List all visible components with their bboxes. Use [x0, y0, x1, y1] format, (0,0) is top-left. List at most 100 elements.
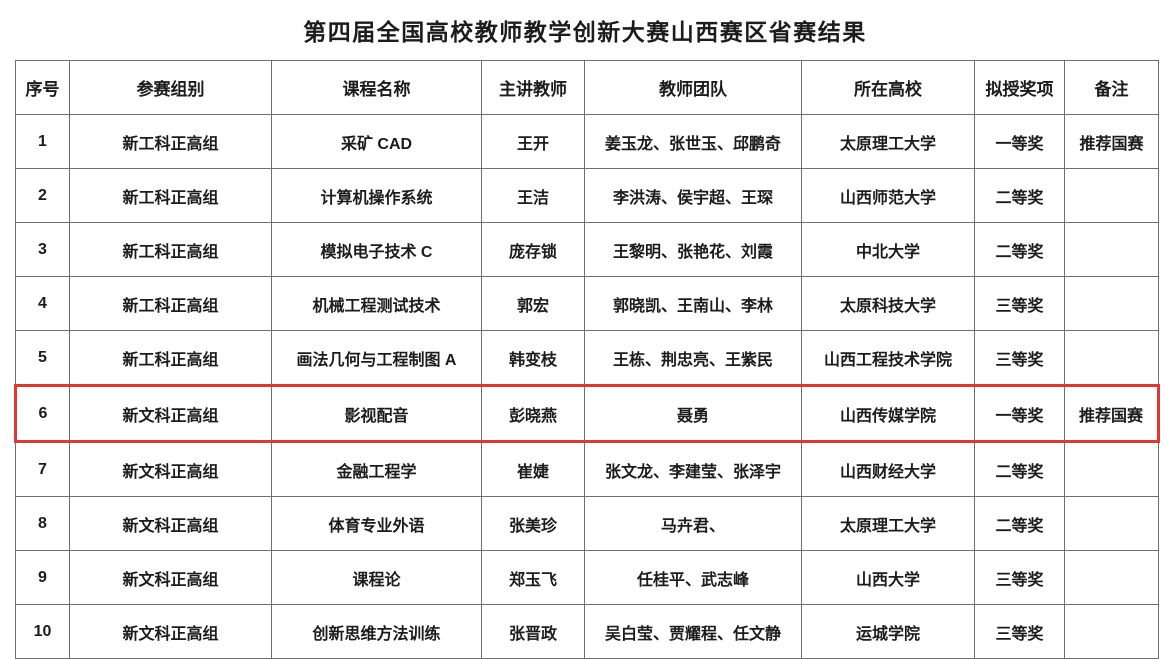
table-cell: 金融工程学: [271, 441, 482, 497]
header-cell: 序号: [15, 60, 70, 115]
table-cell: 8: [15, 496, 70, 551]
table-cell: 王开: [481, 114, 585, 169]
table-cell: 机械工程测试技术: [271, 276, 482, 331]
table-cell: [1064, 330, 1159, 386]
table-cell: 新工科正高组: [69, 168, 272, 223]
table-cell: 新工科正高组: [69, 330, 272, 386]
table-cell: 3: [15, 222, 70, 277]
table-cell: 张晋政: [481, 604, 585, 659]
table-row: 3 新工科正高组 模拟电子技术 C 庞存锁 王黎明、张艳花、刘霞 中北大学 二等奖: [15, 222, 1159, 277]
header-cell: 教师团队: [584, 60, 802, 115]
table-cell: 5: [15, 330, 70, 386]
table-cell: [1064, 276, 1159, 331]
table-cell: 课程论: [271, 550, 482, 605]
table-cell: 1: [15, 114, 70, 169]
table-cell: 一等奖: [974, 384, 1065, 443]
table-cell: 运城学院: [801, 604, 975, 659]
table-cell: 韩变枝: [481, 330, 585, 386]
table-cell: 三等奖: [974, 276, 1065, 331]
header-row: 序号 参赛组别 课程名称 主讲教师 教师团队 所在高校 拟授奖项 备注: [15, 60, 1159, 115]
header-cell: 拟授奖项: [974, 60, 1065, 115]
table-cell: 郑玉飞: [481, 550, 585, 605]
table-cell: 7: [15, 441, 70, 497]
table-cell: 体育专业外语: [271, 496, 482, 551]
table-cell: 彭晓燕: [481, 384, 585, 443]
table-cell: 三等奖: [974, 330, 1065, 386]
table-body: 1 新工科正高组 采矿 CAD 王开 姜玉龙、张世玉、邱鹏奇 太原理工大学 一等奖 推荐国赛 2…: [14, 114, 1160, 659]
table-cell: 采矿 CAD: [271, 114, 482, 169]
table-cell: 新工科正高组: [69, 222, 272, 277]
header-cell: 所在高校: [801, 60, 975, 115]
table-row: 2 新工科正高组 计算机操作系统 王洁 李洪涛、侯宇超、王琛 山西师范大学 二等奖: [15, 168, 1159, 223]
table-row: 1 新工科正高组 采矿 CAD 王开 姜玉龙、张世玉、邱鹏奇 太原理工大学 一等奖 推荐国赛: [15, 114, 1159, 169]
table-row: 9 新文科正高组 课程论 郑玉飞 任桂平、武志峰 山西大学 三等奖: [15, 550, 1159, 605]
table-cell: 山西工程技术学院: [801, 330, 975, 386]
table-cell: 中北大学: [801, 222, 975, 277]
table-cell: [1064, 550, 1159, 605]
table-cell: 模拟电子技术 C: [271, 222, 482, 277]
table-cell: 6: [14, 384, 70, 443]
table-cell: 计算机操作系统: [271, 168, 482, 223]
table-cell: [1064, 496, 1159, 551]
table-cell: 9: [15, 550, 70, 605]
table-cell: 山西大学: [801, 550, 975, 605]
table-cell: 二等奖: [974, 168, 1065, 223]
table-cell: 山西传媒学院: [801, 384, 975, 443]
table-cell: 任桂平、武志峰: [584, 550, 802, 605]
table-cell: 山西财经大学: [801, 441, 975, 497]
table-cell: 创新思维方法训练: [271, 604, 482, 659]
table-cell: 郭宏: [481, 276, 585, 331]
table-row: 4 新工科正高组 机械工程测试技术 郭宏 郭晓凯、王南山、李林 太原科技大学 三等奖: [15, 276, 1159, 331]
table-cell: 庞存锁: [481, 222, 585, 277]
table-cell: 王黎明、张艳花、刘霞: [584, 222, 802, 277]
header-cell: 主讲教师: [481, 60, 585, 115]
table-cell: 郭晓凯、王南山、李林: [584, 276, 802, 331]
table-cell: 一等奖: [974, 114, 1065, 169]
table-cell: 王洁: [481, 168, 585, 223]
table-cell: 新文科正高组: [69, 496, 272, 551]
table-cell: [1064, 222, 1159, 277]
table-cell: 王栋、荆忠亮、王紫民: [584, 330, 802, 386]
table-cell: 山西师范大学: [801, 168, 975, 223]
table-cell: 聂勇: [584, 384, 802, 443]
table-cell: 李洪涛、侯宇超、王琛: [584, 168, 802, 223]
table-row-highlighted: 6 新文科正高组 影视配音 彭晓燕 聂勇 山西传媒学院 一等奖 推荐国赛: [14, 384, 1160, 443]
table-cell: 二等奖: [974, 441, 1065, 497]
table-cell: [1064, 604, 1159, 659]
results-table: 序号 参赛组别 课程名称 主讲教师 教师团队 所在高校 拟授奖项 备注 1 新工科正高组 采矿 C…: [14, 60, 1160, 659]
table-cell: 二等奖: [974, 222, 1065, 277]
table-cell: 新文科正高组: [69, 604, 272, 659]
table-row: 8 新文科正高组 体育专业外语 张美珍 马卉君、 太原理工大学 二等奖: [15, 496, 1159, 551]
table-cell: 推荐国赛: [1064, 384, 1160, 443]
table-cell: 二等奖: [974, 496, 1065, 551]
table-cell: [1064, 441, 1159, 497]
header-cell: 参赛组别: [69, 60, 272, 115]
table-cell: 太原科技大学: [801, 276, 975, 331]
table-row: 10 新文科正高组 创新思维方法训练 张晋政 吴白莹、贾耀程、任文静 运城学院 三等奖: [15, 604, 1159, 659]
header-cell: 课程名称: [271, 60, 482, 115]
table-cell: 张美珍: [481, 496, 585, 551]
table-cell: 张文龙、李建莹、张泽宇: [584, 441, 802, 497]
table-cell: 马卉君、: [584, 496, 802, 551]
page-title: 第四届全国高校教师教学创新大赛山西赛区省赛结果: [303, 19, 867, 45]
table-cell: 新文科正高组: [69, 384, 272, 443]
table-cell: 新文科正高组: [69, 441, 272, 497]
table-cell: 崔婕: [481, 441, 585, 497]
header-cell: 备注: [1064, 60, 1159, 115]
table-cell: [1064, 168, 1159, 223]
table-cell: 吴白莹、贾耀程、任文静: [584, 604, 802, 659]
table-cell: 10: [15, 604, 70, 659]
table-row: 7 新文科正高组 金融工程学 崔婕 张文龙、李建莹、张泽宇 山西财经大学 二等奖: [15, 441, 1159, 497]
table-cell: 三等奖: [974, 604, 1065, 659]
table-cell: 4: [15, 276, 70, 331]
table-cell: 画法几何与工程制图 A: [271, 330, 482, 386]
table-cell: 太原理工大学: [801, 114, 975, 169]
table-cell: 太原理工大学: [801, 496, 975, 551]
table-cell: 姜玉龙、张世玉、邱鹏奇: [584, 114, 802, 169]
table-cell: 2: [15, 168, 70, 223]
table-cell: 影视配音: [271, 384, 482, 443]
table-cell: 三等奖: [974, 550, 1065, 605]
table-cell: 新文科正高组: [69, 550, 272, 605]
table-cell: 推荐国赛: [1064, 114, 1159, 169]
table-row: 5 新工科正高组 画法几何与工程制图 A 韩变枝 王栋、荆忠亮、王紫民 山西工程技术学院三…: [15, 330, 1159, 386]
